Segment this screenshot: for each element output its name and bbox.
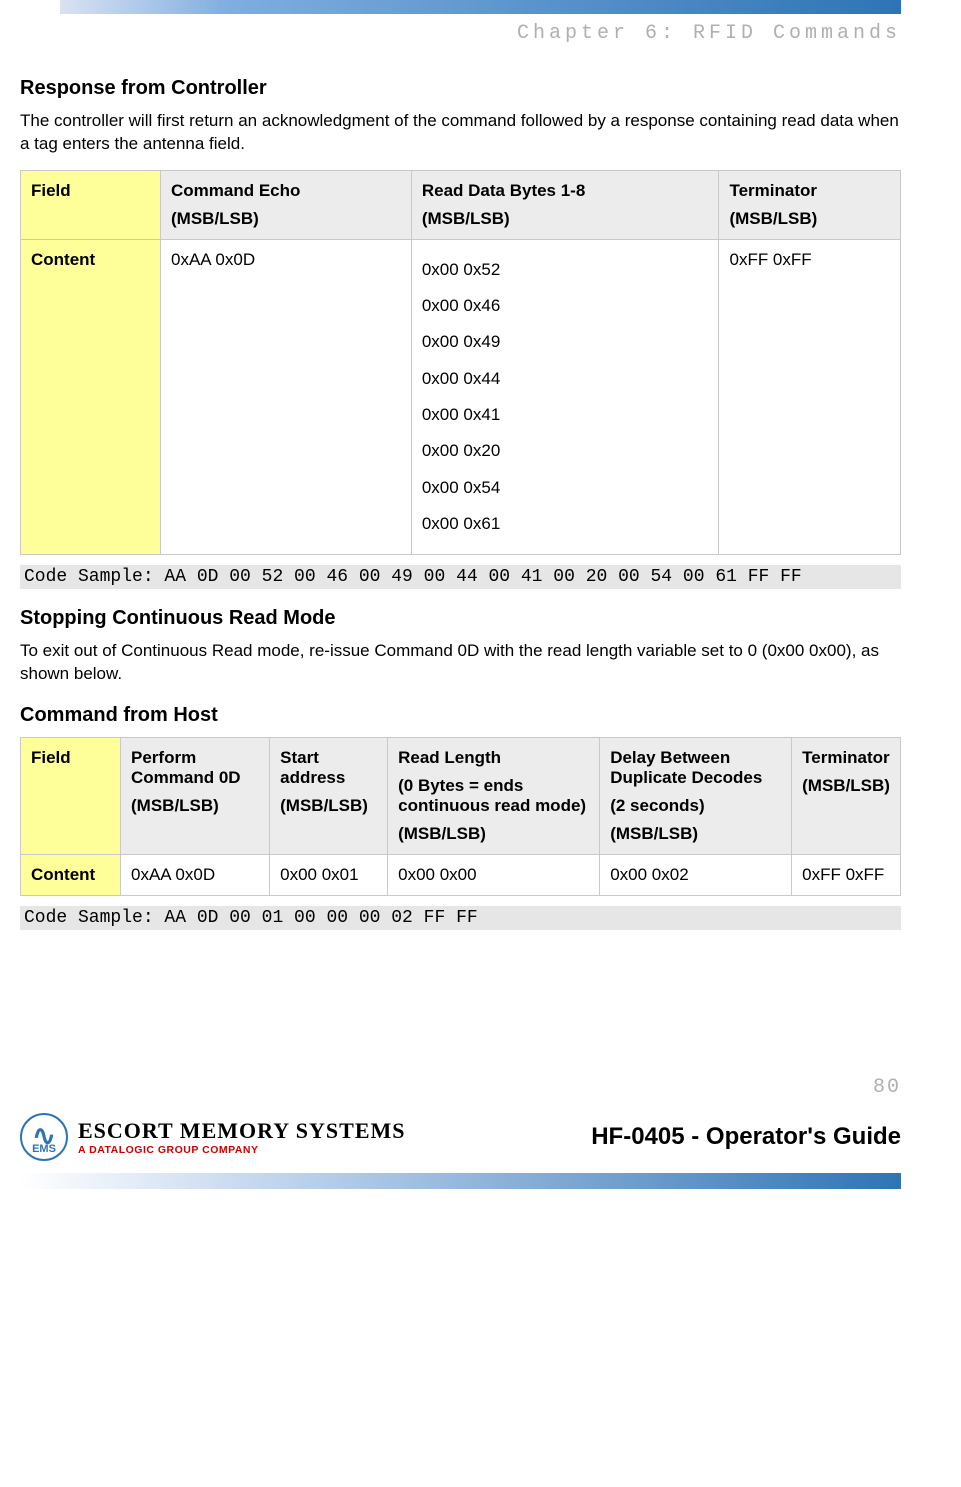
col-header-line1: Perform Command 0D <box>131 748 241 787</box>
table-col-header: Terminator (MSB/LSB) <box>792 738 901 855</box>
top-gradient-bar <box>60 0 901 14</box>
col-header-line1: Read Length <box>398 748 501 767</box>
data-byte: 0x00 0x54 <box>422 472 709 504</box>
col-header-line2: (MSB/LSB) <box>610 824 781 844</box>
table-col-header: Start address (MSB/LSB) <box>270 738 388 855</box>
page-number: 80 <box>0 936 961 1107</box>
logo-line1: ESCORT MEMORY SYSTEMS <box>78 1118 406 1144</box>
table-command-host: Field Perform Command 0D (MSB/LSB) Start… <box>20 737 901 896</box>
table-row-label-field: Field <box>21 738 121 855</box>
footer: ∿ EMS ESCORT MEMORY SYSTEMS A DATALOGIC … <box>0 1107 961 1189</box>
table-cell: 0xFF 0xFF <box>719 239 901 554</box>
table-cell: 0x00 0x01 <box>270 855 388 896</box>
data-byte: 0x00 0x46 <box>422 290 709 322</box>
bottom-gradient-bar <box>20 1173 901 1189</box>
col-header-line2: (MSB/LSB) <box>280 796 377 816</box>
table-cell: 0x00 0x02 <box>600 855 792 896</box>
table-cell: 0xFF 0xFF <box>792 855 901 896</box>
table-cell: 0x00 0x00 <box>388 855 600 896</box>
col-header-line1: Delay Between Duplicate Decodes <box>610 748 762 787</box>
col-header-line1: Terminator <box>729 181 817 200</box>
table-row-label-content: Content <box>21 239 161 554</box>
col-header-line1: Start address <box>280 748 345 787</box>
col-header-line1: Command Echo <box>171 181 300 200</box>
table-row-label-field: Field <box>21 170 161 239</box>
section-body-stopping: To exit out of Continuous Read mode, re-… <box>20 640 901 686</box>
col-header-line2: (MSB/LSB) <box>171 209 401 229</box>
col-header-line2: (MSB/LSB) <box>729 209 890 229</box>
col-header-line1: Terminator <box>802 748 890 767</box>
col-header-mid: (0 Bytes = ends continuous read mode) <box>398 776 589 816</box>
logo-block: ∿ EMS ESCORT MEMORY SYSTEMS A DATALOGIC … <box>20 1113 406 1161</box>
chapter-header: Chapter 6: RFID Commands <box>0 14 961 49</box>
logo-badge-text: EMS <box>32 1143 56 1155</box>
data-byte: 0x00 0x41 <box>422 399 709 431</box>
col-header-mid: (2 seconds) <box>610 796 781 816</box>
data-byte: 0x00 0x52 <box>422 254 709 286</box>
section-title-response: Response from Controller <box>20 77 901 100</box>
col-header-line2: (MSB/LSB) <box>422 209 709 229</box>
table-cell-multiline: 0x00 0x52 0x00 0x46 0x00 0x49 0x00 0x44 … <box>411 239 719 554</box>
col-header-line2: (MSB/LSB) <box>802 776 890 796</box>
table-cell: 0xAA 0x0D <box>121 855 270 896</box>
section-title-command-host: Command from Host <box>20 704 901 727</box>
data-byte: 0x00 0x49 <box>422 326 709 358</box>
code-sample: Code Sample: AA 0D 00 52 00 46 00 49 00 … <box>20 565 901 589</box>
table-response: Field Command Echo (MSB/LSB) Read Data B… <box>20 170 901 555</box>
data-byte: 0x00 0x20 <box>422 435 709 467</box>
table-col-header: Command Echo (MSB/LSB) <box>161 170 412 239</box>
table-col-header: Perform Command 0D (MSB/LSB) <box>121 738 270 855</box>
table-row-label-content: Content <box>21 855 121 896</box>
table-col-header: Read Data Bytes 1-8 (MSB/LSB) <box>411 170 719 239</box>
data-byte: 0x00 0x44 <box>422 363 709 395</box>
logo-line2: A DATALOGIC GROUP COMPANY <box>78 1144 406 1156</box>
table-cell: 0xAA 0x0D <box>161 239 412 554</box>
section-title-stopping: Stopping Continuous Read Mode <box>20 607 901 630</box>
col-header-line2: (MSB/LSB) <box>131 796 259 816</box>
page-content: Response from Controller The controller … <box>0 49 961 930</box>
col-header-line2: (MSB/LSB) <box>398 824 589 844</box>
guide-title: HF-0405 - Operator's Guide <box>591 1123 901 1151</box>
table-col-header: Delay Between Duplicate Decodes (2 secon… <box>600 738 792 855</box>
data-byte: 0x00 0x61 <box>422 508 709 540</box>
code-sample: Code Sample: AA 0D 00 01 00 00 00 02 FF … <box>20 906 901 930</box>
logo-badge-icon: ∿ EMS <box>20 1113 68 1161</box>
table-col-header: Terminator (MSB/LSB) <box>719 170 901 239</box>
section-body-response: The controller will first return an ackn… <box>20 110 901 156</box>
table-col-header: Read Length (0 Bytes = ends continuous r… <box>388 738 600 855</box>
col-header-line1: Read Data Bytes 1-8 <box>422 181 585 200</box>
